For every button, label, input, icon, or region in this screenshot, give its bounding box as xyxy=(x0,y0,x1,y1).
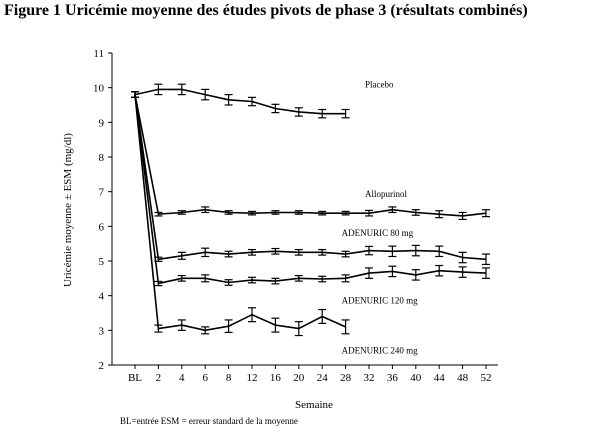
y-tick-label: 5 xyxy=(99,256,105,268)
series-line xyxy=(134,88,346,115)
series-label: ADENURIC 120 mg xyxy=(342,295,418,305)
series-line xyxy=(134,94,487,285)
x-tick-label: 28 xyxy=(340,372,352,384)
y-tick-label: 4 xyxy=(99,291,105,303)
x-tick-label: 32 xyxy=(364,372,375,384)
series-label: Allopurinol xyxy=(365,189,407,199)
y-tick-label: 11 xyxy=(93,48,104,60)
y-tick-label: 9 xyxy=(99,117,105,129)
x-tick-label: 52 xyxy=(481,372,492,384)
x-tick-label: 40 xyxy=(410,372,422,384)
x-tick-label: 44 xyxy=(434,372,446,384)
x-tick-label: 6 xyxy=(202,372,208,384)
y-tick-label: 2 xyxy=(99,360,105,372)
y-tick-label: 7 xyxy=(99,187,105,199)
x-tick-label: 36 xyxy=(387,372,399,384)
x-tick-label: 48 xyxy=(457,372,469,384)
x-tick-label: 2 xyxy=(156,372,162,384)
y-tick-label: 3 xyxy=(99,325,105,337)
x-tick-label: 24 xyxy=(317,372,329,384)
y-tick-label: 6 xyxy=(99,221,105,233)
x-tick-label: 16 xyxy=(270,372,282,384)
footnote: BL=entrée ESM = erreur standard de la mo… xyxy=(120,416,298,426)
x-tick-label: 20 xyxy=(293,372,305,384)
x-tick-label: BL xyxy=(128,372,142,384)
series-line xyxy=(134,94,487,261)
figure-title: Figure 1 Uricémie moyenne des études piv… xyxy=(4,2,528,19)
x-tick-label: 8 xyxy=(226,372,232,384)
series-line xyxy=(134,94,487,217)
y-tick-label: 8 xyxy=(99,152,105,164)
series-label: ADENURIC 80 mg xyxy=(342,228,414,238)
x-tick-label: 4 xyxy=(179,372,185,384)
series-label: ADENURIC 240 mg xyxy=(342,346,418,356)
y-axis-title: Uricémie moyenne ± ESM (mg/dl) xyxy=(62,133,74,287)
x-axis-title: Semaine xyxy=(295,399,333,411)
y-tick-label: 10 xyxy=(93,83,105,95)
series-label: Placebo xyxy=(365,80,394,90)
x-tick-label: 12 xyxy=(247,372,258,384)
series-line xyxy=(134,94,346,332)
